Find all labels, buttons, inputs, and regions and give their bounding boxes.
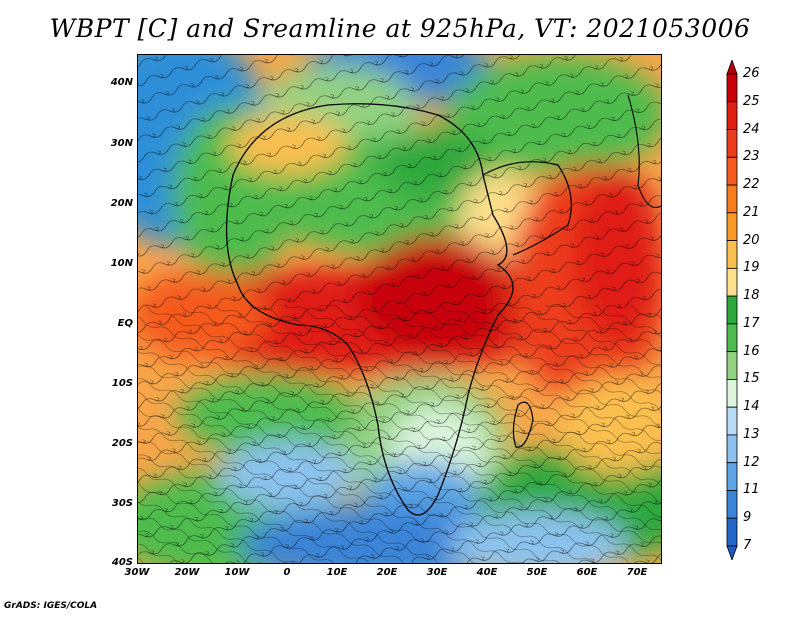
colorbar-tick-label: 7 xyxy=(743,538,752,553)
colorbar-swatch xyxy=(726,184,738,214)
grads-credit: GrADS: IGES/COLA xyxy=(4,601,98,611)
arabia-coastline xyxy=(482,161,572,256)
colorbar-swatch xyxy=(726,295,738,325)
colorbar-tick-label: 16 xyxy=(743,343,760,359)
colorbar-tick-label: 19 xyxy=(743,260,760,276)
colorbar xyxy=(726,60,738,560)
lat-label-20n: 20N xyxy=(110,198,133,209)
colorbar-tick-label: 25 xyxy=(743,93,760,109)
colorbar-tick-label: 9 xyxy=(743,510,752,526)
lon-label-10w: 10W xyxy=(224,567,250,578)
colorbar-tick-label: 11 xyxy=(743,482,760,498)
streamlines-south xyxy=(138,305,661,563)
lat-label-30s: 30S xyxy=(111,498,133,509)
colorbar-swatch xyxy=(726,490,738,519)
lon-label-10e: 10E xyxy=(326,567,348,578)
colorbar-tick-label: 13 xyxy=(743,426,760,442)
colorbar-tick-label: 24 xyxy=(743,121,760,137)
africa-coastline xyxy=(225,103,514,516)
colorbar-swatch xyxy=(726,156,738,186)
colorbar-tick-label: 26 xyxy=(743,66,760,81)
lat-label-eq: EQ xyxy=(117,318,133,329)
lon-label-60e: 60E xyxy=(576,567,598,578)
colorbar-tick-label: 14 xyxy=(743,399,760,415)
lat-label-40n: 40N xyxy=(110,77,133,88)
lat-label-20s: 20S xyxy=(111,438,133,449)
colorbar-low-arrow xyxy=(726,545,738,560)
lon-label-0: 0 xyxy=(283,567,291,578)
colorbar-tick-label: 22 xyxy=(743,177,760,193)
colorbar-tick-label: 17 xyxy=(743,315,760,331)
map-title: WBPT [C] and Sreamline at 925hPa, VT: 20… xyxy=(49,14,751,43)
lon-label-50e: 50E xyxy=(526,567,548,578)
colorbar-swatch xyxy=(726,240,738,269)
colorbar-tick-label: 21 xyxy=(743,204,760,220)
colorbar-swatch xyxy=(726,517,738,547)
colorbar-swatch xyxy=(726,351,738,380)
lon-label-30e: 30E xyxy=(426,567,448,578)
colorbar-swatch xyxy=(726,101,738,130)
lat-label-40s: 40S xyxy=(111,557,133,568)
colorbar-swatch xyxy=(726,212,738,241)
colorbar-high-arrow xyxy=(726,60,738,75)
colorbar-swatch xyxy=(726,462,738,491)
colorbar-swatch xyxy=(726,129,738,158)
lon-label-20w: 20W xyxy=(174,567,200,578)
colorbar-tick-label: 18 xyxy=(743,288,760,304)
colorbar-swatch xyxy=(726,267,738,297)
lat-label-10n: 10N xyxy=(110,258,133,269)
lon-label-30w: 30W xyxy=(124,567,150,578)
wbpt-field-map xyxy=(138,55,661,563)
colorbar-tick-label: 23 xyxy=(743,149,760,165)
colorbar-tick-label: 20 xyxy=(743,232,760,248)
lat-label-30n: 30N xyxy=(110,138,133,149)
colorbar-swatch xyxy=(726,406,738,436)
india-coastline xyxy=(627,94,661,209)
lon-label-70e: 70E xyxy=(626,567,648,578)
madagascar-outline xyxy=(512,401,534,448)
map-plot xyxy=(137,54,662,564)
colorbar-tick-label: 12 xyxy=(743,454,760,470)
colorbar-swatch xyxy=(726,434,738,464)
lon-label-40e: 40E xyxy=(476,567,498,578)
colorbar-swatch xyxy=(726,73,738,103)
lat-label-10s: 10S xyxy=(111,378,133,389)
colorbar-swatch xyxy=(726,379,738,408)
lon-label-20e: 20E xyxy=(376,567,398,578)
colorbar-swatch xyxy=(726,323,738,353)
colorbar-tick-label: 15 xyxy=(743,371,760,387)
